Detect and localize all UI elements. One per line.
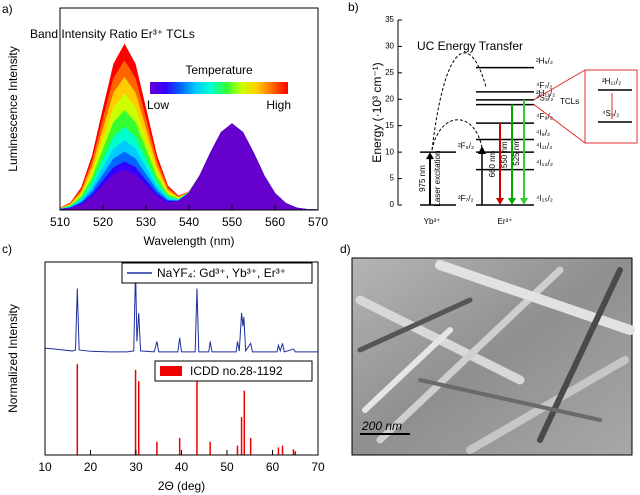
ion-name: Yb³⁺ (424, 217, 441, 226)
legend-box (154, 360, 313, 382)
x-tick-label: 570 (308, 215, 328, 229)
x-axis-label: 2Θ (deg) (158, 479, 205, 493)
inset-level-label: ⁴S₃/₂ (602, 109, 619, 118)
x-tick-label: 560 (265, 215, 285, 229)
level-label: ²F₇/₂ (458, 194, 474, 203)
x-tick-label: 30 (129, 460, 143, 474)
level-label: ⁴I₉/₂ (536, 129, 550, 138)
legend-label: ICDD no.28-1192 (190, 364, 283, 378)
level-label: ⁴I₁₃/₂ (536, 159, 553, 168)
transition-label: 660 nm (488, 150, 497, 177)
x-tick-label: 10 (38, 460, 52, 474)
y-tick-label: 20 (385, 94, 394, 103)
panel-label: b) (348, 0, 359, 14)
plot-frame (44, 261, 319, 456)
y-tick-label: 30 (385, 42, 394, 51)
colorbar-low: Low (147, 98, 169, 112)
x-tick-label: 20 (84, 460, 98, 474)
x-tick-label: 530 (136, 215, 156, 229)
transition-label: 975 nm (418, 165, 427, 192)
level-label: ⁴S₃/₂ (536, 94, 553, 103)
tem-image (351, 257, 635, 456)
nanorods (355, 260, 635, 454)
scale-bar-label: 200 nm (361, 419, 402, 433)
inset-box (584, 69, 638, 144)
arrow-head (426, 152, 434, 160)
chart-title: Band Intensity Ratio Er³⁺ TCLs (30, 27, 195, 41)
panel-label: d) (340, 242, 351, 256)
y-tick-label: 15 (385, 121, 394, 130)
y-tick-label: 25 (385, 68, 394, 77)
legend-swatch (160, 366, 182, 376)
level-label: ²F₅/₂ (458, 141, 474, 150)
level-label: ⁴F₉/₂ (536, 112, 553, 121)
transfer-arrow (431, 119, 483, 151)
spectrum-area (59, 123, 319, 211)
x-tick-label: 60 (266, 460, 280, 474)
xrd-line (44, 269, 318, 353)
y-axis-label: Normalized Intensity (6, 304, 20, 413)
arrow-head (520, 198, 528, 205)
y-tick-label: 5 (390, 174, 395, 183)
inset-link (533, 69, 586, 101)
transfer-arrow (431, 52, 487, 151)
inset-title: TCLs (560, 97, 579, 106)
diagram-title: UC Energy Transfer (417, 39, 523, 53)
level-label: ⁴F₇/₂ (536, 81, 552, 90)
transition-label: 525 nm (512, 139, 521, 166)
transition-label: 550 nm (500, 141, 509, 168)
y-axis-label: Luminescence Intensity (6, 46, 20, 171)
x-axis-label: Wavelength (nm) (144, 234, 235, 248)
x-tick-label: 510 (50, 215, 70, 229)
arrow-head (496, 198, 504, 205)
level-label: ²H₉/₂ (536, 57, 553, 66)
legend-label: NaYF₄: Gd³⁺, Yb³⁺, Er³⁺ (157, 266, 286, 280)
y-axis-label: Energy (·10³ cm⁻¹) (370, 62, 384, 162)
x-tick-label: 50 (220, 460, 234, 474)
colorbar-high: High (266, 98, 291, 112)
y-tick-label: 10 (385, 147, 394, 156)
arrow-head (508, 198, 516, 205)
level-label: ⁴I₁₁/₂ (536, 141, 552, 150)
x-tick-label: 40 (175, 460, 189, 474)
y-tick-label: 0 (390, 200, 395, 209)
x-tick-label: 70 (311, 460, 325, 474)
y-tick-label: 35 (385, 15, 394, 24)
panel-label: a) (2, 2, 13, 16)
inset-link (533, 104, 586, 144)
ion-name: Er³⁺ (498, 217, 513, 226)
colorbar (150, 82, 288, 94)
legend-box (121, 262, 313, 284)
transition-note: Laser excitation (433, 151, 442, 207)
x-tick-label: 520 (93, 215, 113, 229)
colorbar-title: Temperature (185, 63, 253, 77)
level-label: ⁴I₁₅/₂ (536, 194, 553, 203)
x-tick-label: 550 (222, 215, 242, 229)
x-tick-label: 540 (179, 215, 199, 229)
inset-level-label: ²H₁₁/₂ (602, 77, 621, 86)
panel-label: c) (2, 242, 12, 256)
